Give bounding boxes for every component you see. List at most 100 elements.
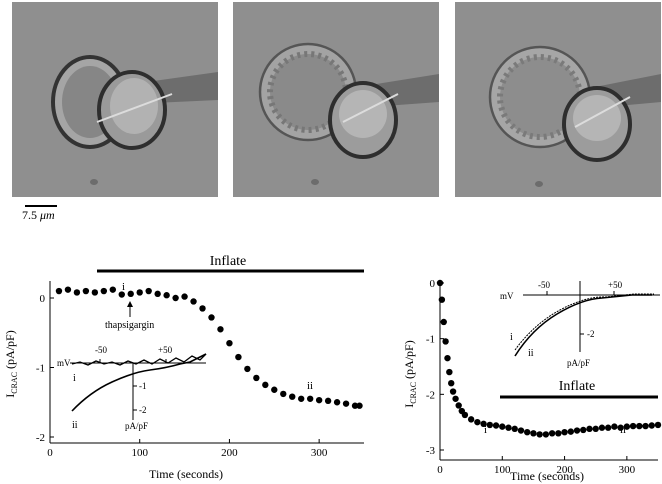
data-point	[109, 286, 117, 293]
marker-i-top: i	[122, 281, 125, 293]
scale-bar-label: 7.5 μm	[22, 208, 55, 222]
data-point	[467, 416, 475, 423]
data-point	[289, 393, 296, 400]
data-point	[524, 428, 531, 436]
x-tick-label: 0	[437, 464, 443, 476]
data-point	[623, 423, 631, 430]
data-point	[573, 427, 581, 434]
marker-i: i	[484, 424, 487, 436]
inset-tick-m1: -1	[139, 381, 147, 391]
y-tick-label: -1	[36, 363, 45, 375]
data-point	[486, 421, 494, 429]
inset-trace-i	[71, 353, 207, 366]
data-point	[181, 293, 188, 300]
inset-trace-ii	[514, 293, 654, 351]
left-data-points	[55, 286, 363, 409]
right-inset: mV -50 +50 -2 pA/pF i ii	[500, 280, 660, 368]
data-point	[505, 424, 512, 431]
x-tick-label: 100	[131, 447, 148, 459]
data-point	[636, 422, 643, 430]
data-point	[592, 425, 599, 433]
data-point	[253, 374, 260, 382]
data-point	[617, 424, 624, 431]
data-point	[648, 422, 655, 429]
data-point	[436, 279, 444, 287]
data-point	[235, 353, 242, 361]
data-point	[511, 425, 518, 433]
data-point	[351, 402, 359, 409]
data-point	[226, 339, 233, 347]
data-point	[280, 390, 287, 398]
data-point	[654, 421, 662, 429]
y-tick-label: -2	[36, 432, 45, 444]
data-point	[580, 426, 587, 434]
data-point	[499, 423, 506, 430]
y-axis-label: ICRAC (pA/pF)	[402, 340, 418, 407]
data-point	[315, 396, 323, 404]
data-point	[199, 305, 206, 312]
x-axis-label: Time (seconds)	[149, 467, 223, 481]
inset-mv-label: mV	[500, 291, 514, 301]
data-point	[492, 422, 500, 429]
inset-trace-i	[514, 294, 652, 357]
marker-ii-right: ii	[307, 380, 313, 392]
data-point	[333, 399, 341, 406]
data-point	[342, 400, 350, 407]
data-point	[446, 368, 453, 376]
data-point	[480, 420, 487, 428]
inset-trace-i-label: i	[73, 373, 76, 384]
data-point	[208, 314, 215, 321]
data-point	[567, 428, 574, 435]
scale-bar	[25, 205, 57, 207]
micrograph-1	[12, 2, 218, 197]
thapsigargin-label: thapsigargin	[105, 320, 154, 331]
inset-tick-pos50: +50	[608, 280, 623, 290]
data-point	[100, 287, 108, 295]
x-tick-label: 300	[311, 447, 328, 459]
data-point	[55, 287, 63, 295]
data-point	[642, 422, 649, 430]
y-ticks: 0 -1 -2	[36, 293, 54, 444]
y-tick-label: -2	[426, 389, 435, 401]
inset-tick-m2: -2	[139, 405, 147, 415]
inset-trace-ii-label: ii	[528, 348, 534, 359]
x-tick-label: 0	[47, 447, 53, 459]
left-inset: mV -50 +50 -1 -2 pA/pF i ii	[57, 345, 207, 431]
x-axis-label: Time (seconds)	[510, 469, 584, 483]
data-point	[244, 365, 251, 373]
inset-tick-m2: -2	[587, 329, 595, 339]
chart-right: 0 100 200 300 0 -1 -2 -3 Time (seconds) ICRAC …	[402, 278, 662, 483]
data-point	[536, 431, 543, 438]
data-point	[64, 286, 72, 293]
data-point	[448, 380, 455, 387]
data-point	[461, 411, 469, 419]
data-point	[136, 289, 143, 296]
data-point	[611, 423, 618, 430]
y-ticks: 0 -1 -2 -3	[426, 278, 444, 457]
data-point	[127, 290, 134, 298]
data-point	[555, 430, 562, 437]
x-tick-label: 100	[494, 464, 511, 476]
data-point	[118, 291, 125, 298]
data-point	[542, 431, 550, 438]
data-point	[217, 326, 224, 333]
inset-unit: pA/pF	[125, 421, 148, 431]
data-point	[262, 381, 269, 389]
data-point	[154, 290, 161, 298]
data-point	[604, 424, 612, 431]
data-point	[598, 424, 606, 431]
inset-tick-neg50: -50	[95, 345, 107, 355]
data-point	[306, 395, 314, 402]
data-point	[452, 395, 459, 402]
data-point	[356, 402, 363, 409]
data-point	[629, 422, 637, 430]
x-tick-label: 200	[556, 464, 573, 476]
x-tick-label: 300	[619, 464, 636, 476]
data-point	[586, 425, 593, 433]
inflate-label: Inflate	[210, 254, 247, 269]
data-point	[163, 292, 170, 299]
inset-trace-ii-label: ii	[72, 420, 78, 431]
x-tick-label: 200	[221, 447, 238, 459]
micrograph-3	[455, 2, 661, 197]
chart-left: Inflate 0 100 200 300 0-1-2 Time (seconds) …	[3, 254, 364, 481]
